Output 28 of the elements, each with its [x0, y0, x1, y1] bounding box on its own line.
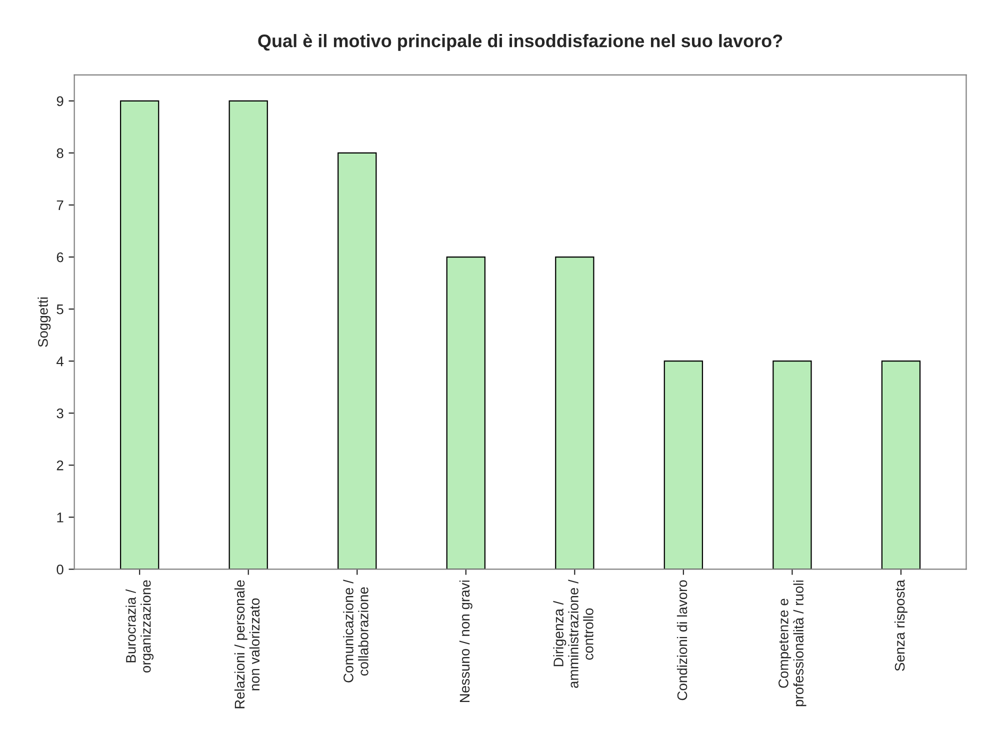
- bar: [772, 360, 812, 570]
- y-tick-label: 1: [57, 512, 64, 522]
- y-tick-label: 9: [56, 96, 64, 106]
- y-tick-label: 6: [56, 252, 64, 262]
- y-tick-label: 4: [56, 356, 64, 366]
- y-tick-label: 2: [56, 460, 64, 470]
- bar: [664, 360, 704, 570]
- bar: [120, 100, 160, 570]
- y-tick-label: 8: [56, 148, 64, 158]
- x-tick-label: Senza risposta: [894, 580, 908, 671]
- bar: [338, 152, 377, 570]
- y-tick-label: 7: [56, 200, 64, 210]
- x-tick-label: Relazioni / personale non valorizzato: [234, 580, 260, 708]
- x-tick-label: Nessuno / non gravi: [459, 580, 472, 702]
- x-tick-label: Competenze e professionalità / ruoli: [778, 580, 806, 706]
- y-tick-label: 5: [56, 304, 64, 314]
- y-axis-title: Soggetti: [38, 298, 51, 347]
- x-tick-label: Comunicazione / collaborazione: [343, 580, 368, 682]
- bar: [555, 256, 594, 570]
- chart-title: Qual è il motivo principale di insoddisfazione nel suo lavoro?: [258, 34, 782, 51]
- y-tick-label: 3: [56, 408, 64, 418]
- x-tick-label: Burocrazia / organizzazione: [126, 580, 154, 672]
- bar: [446, 256, 486, 570]
- bar: [881, 360, 921, 570]
- bar: [228, 100, 268, 570]
- x-tick-label: Condizioni di lavoro: [676, 580, 688, 700]
- y-tick-label: 0: [56, 564, 64, 574]
- x-tick-label: Dirigenza / amministrazione / controllo: [553, 580, 594, 688]
